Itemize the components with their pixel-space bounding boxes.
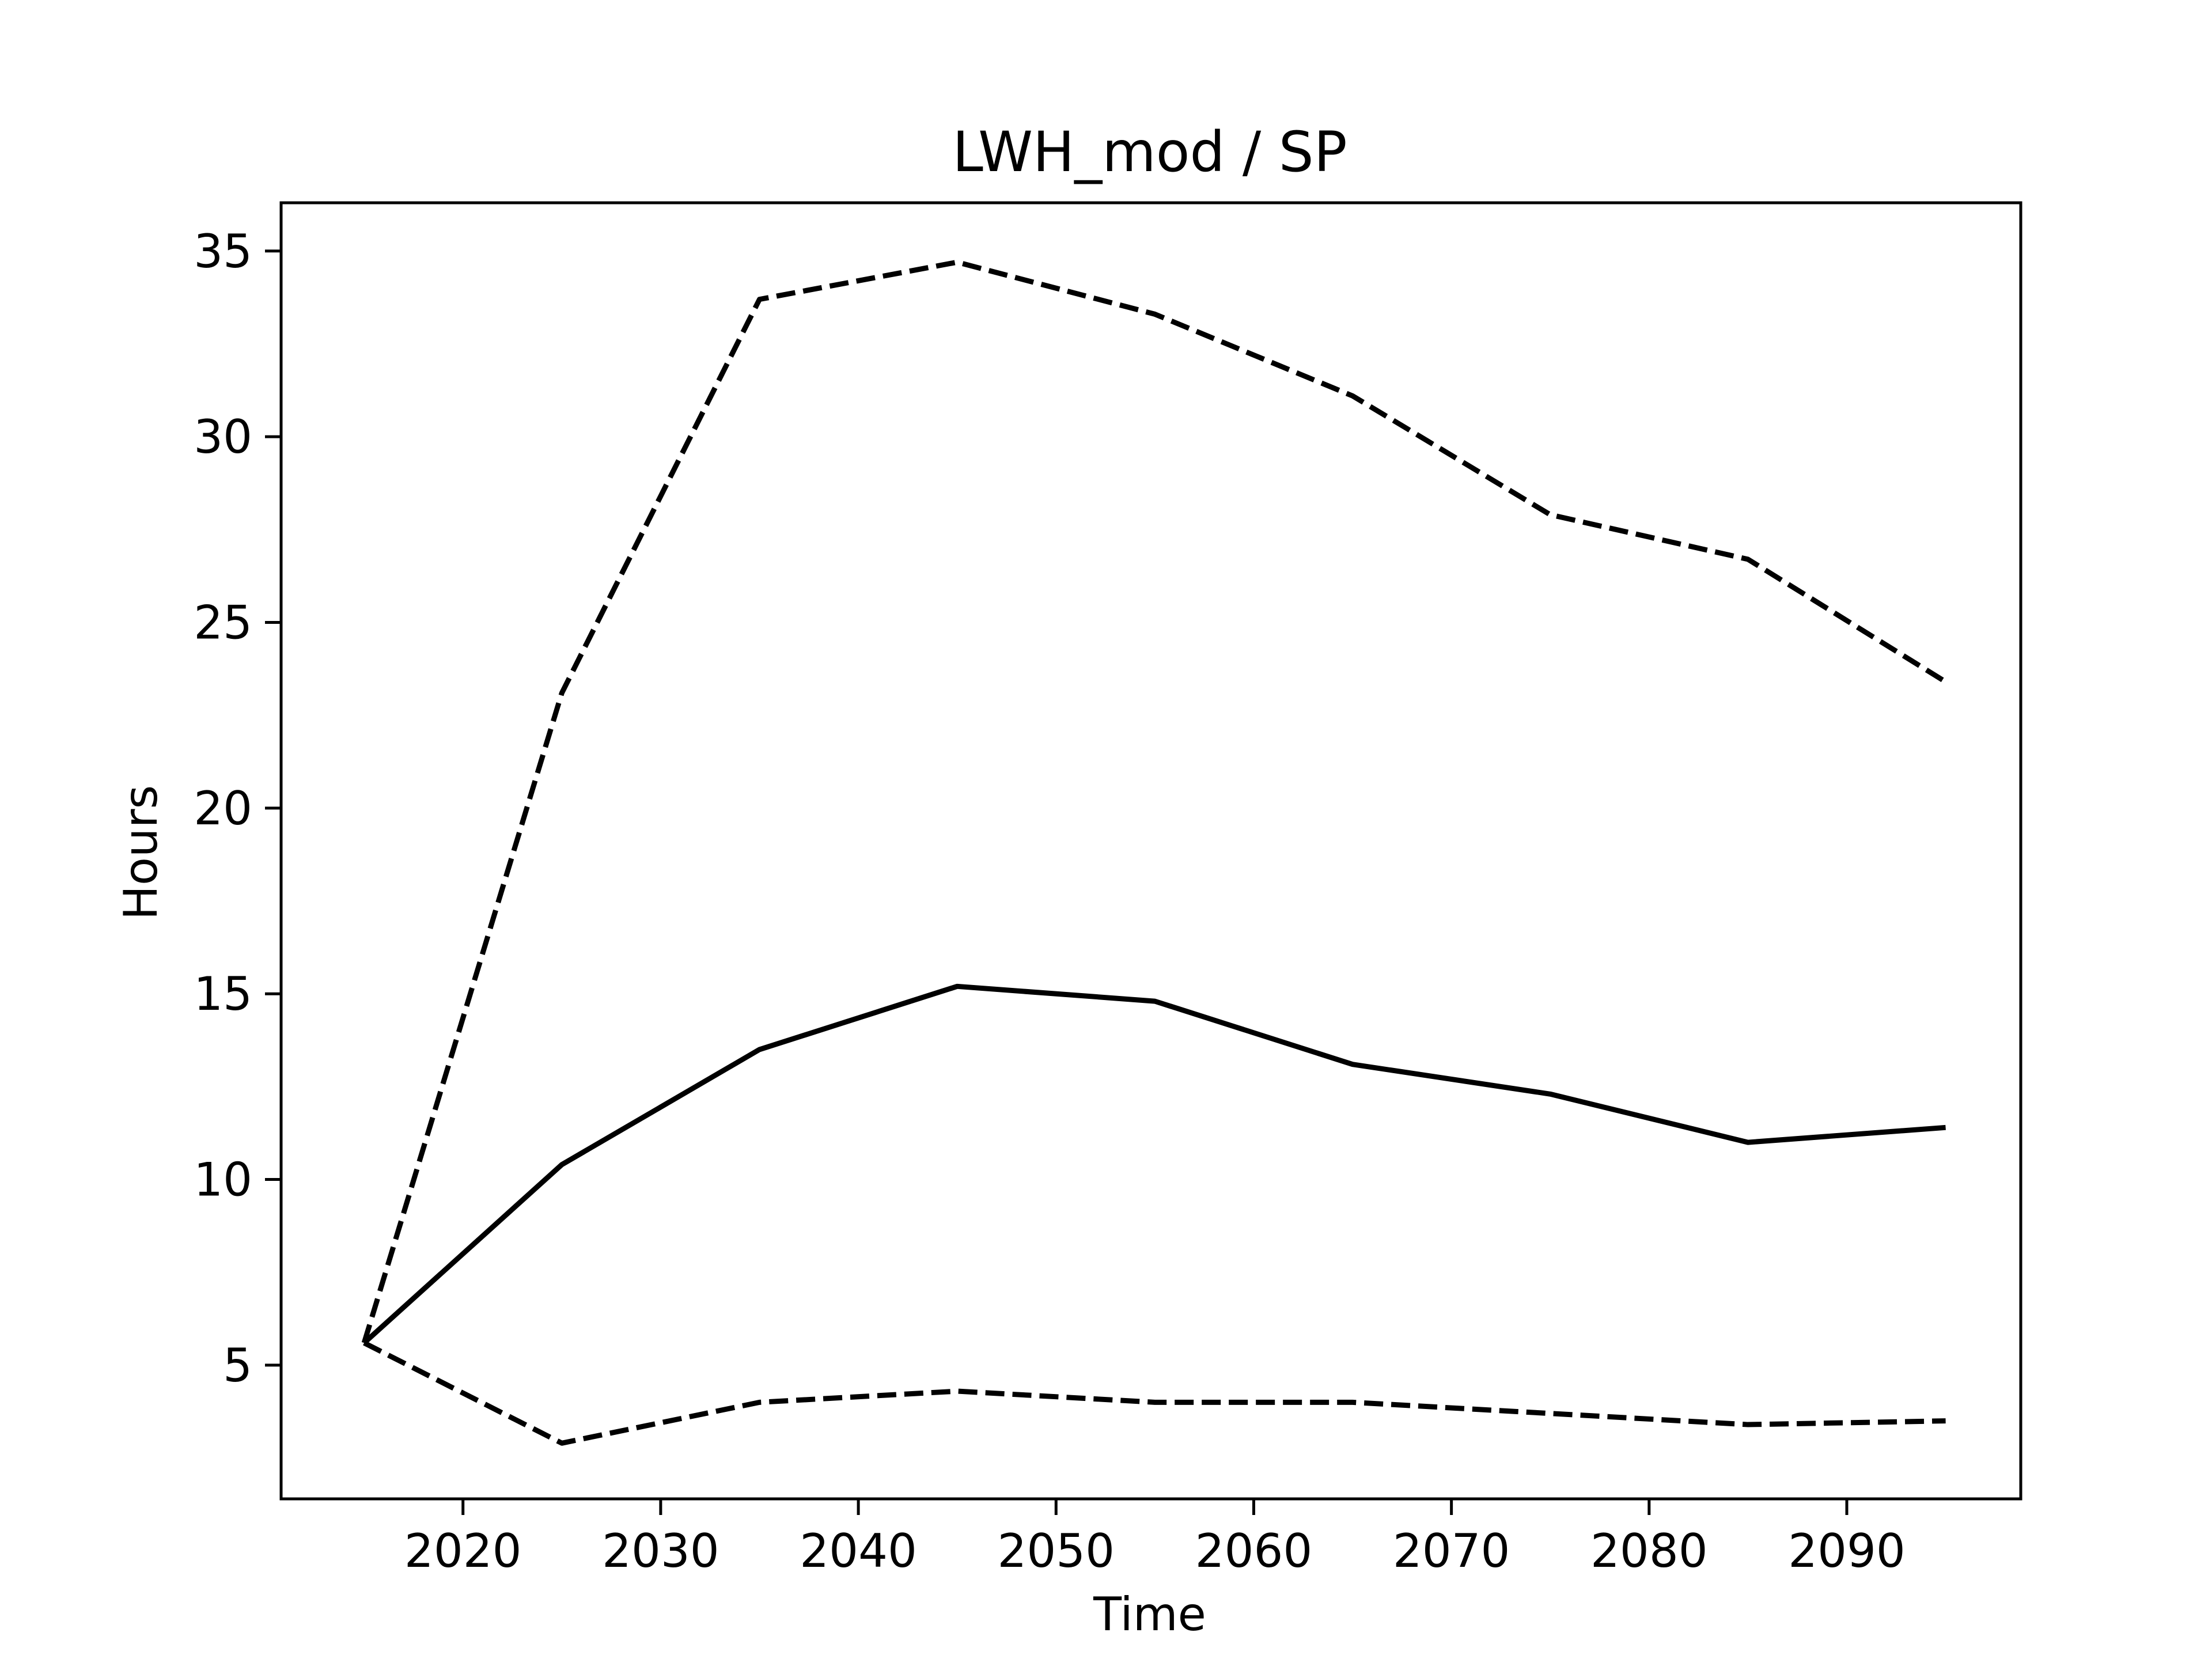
x-tick-label: 2030 (602, 1524, 719, 1578)
x-tick-label: 2060 (1195, 1524, 1313, 1578)
upper-bound-series-line (361, 259, 1947, 1344)
y-tick-label: 15 (194, 967, 252, 1021)
y-tick-label: 35 (194, 225, 252, 278)
y-tick-label: 25 (194, 596, 252, 650)
mean-series-line (362, 983, 1946, 1345)
x-tick-label: 2080 (1590, 1524, 1708, 1578)
y-tick-label: 20 (194, 782, 252, 835)
y-axis-label: Hours (114, 785, 168, 920)
lower-bound-series-line (363, 1340, 1946, 1446)
plot-area (361, 259, 1947, 1446)
x-tick-label: 2090 (1788, 1524, 1906, 1578)
y-axis: 5 10 15 20 25 30 35 (194, 225, 281, 1392)
x-tick-label: 2020 (404, 1524, 522, 1578)
plot-frame (279, 201, 2022, 1501)
y-tick-label: 5 (223, 1339, 252, 1392)
x-tick-label: 2070 (1393, 1524, 1510, 1578)
x-tick-label: 2050 (997, 1524, 1115, 1578)
x-axis-label: Time (1093, 1588, 1206, 1641)
y-tick-label: 30 (194, 410, 252, 464)
y-tick-label: 10 (194, 1153, 252, 1207)
x-axis: 2020 2030 2040 2050 2060 2070 2080 2090 (404, 1499, 1906, 1578)
chart-title: LWH_mod / SP (952, 120, 1347, 184)
x-tick-label: 2040 (800, 1524, 917, 1578)
